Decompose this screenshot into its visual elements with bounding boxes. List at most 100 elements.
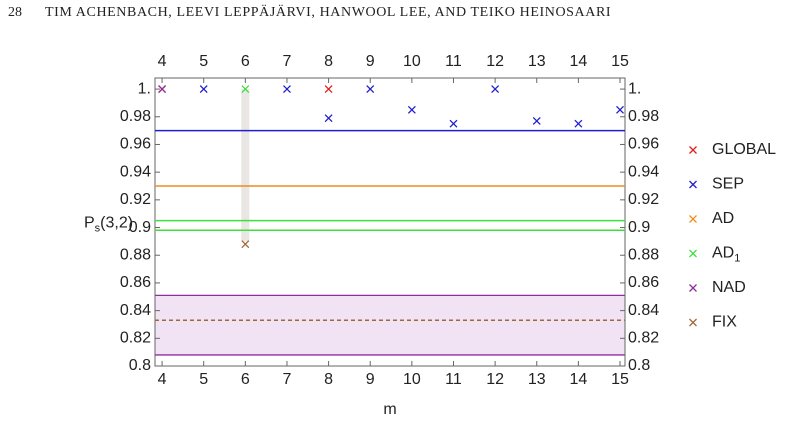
y-axis-label-part: s (95, 222, 101, 234)
legend-label: SEP (712, 176, 744, 193)
marker (491, 85, 500, 94)
marker-stroke (449, 119, 458, 128)
y-axis-label-part: (3,2) (100, 215, 133, 232)
marker-stroke (689, 284, 697, 292)
marker-stroke (324, 85, 333, 94)
marker (366, 85, 375, 94)
marker (241, 240, 250, 249)
y-tick-label: 0.98 (628, 108, 659, 125)
x-tick-label: 13 (528, 53, 546, 70)
x-tick-label: 8 (324, 371, 333, 388)
marker (283, 85, 291, 94)
y-tick-label: 0.86 (120, 274, 151, 291)
x-axis-label: m (383, 401, 396, 418)
x-tick-label: 7 (283, 371, 292, 388)
y-tick-label: 0.96 (628, 136, 659, 153)
legend-name: FIX (712, 314, 737, 331)
x-tick-label: 7 (283, 53, 292, 70)
y-tick-label: 1. (138, 80, 151, 97)
y-tick-label: 0.92 (120, 191, 151, 208)
y-tick-label: 0.98 (120, 108, 151, 125)
x-tick-label: 6 (241, 53, 250, 70)
marker (407, 105, 416, 114)
marker (616, 105, 624, 114)
y-tick-label: 0.84 (628, 302, 659, 319)
marker-stroke (689, 249, 697, 258)
legend-subscript: 1 (734, 252, 740, 264)
marker (241, 85, 250, 94)
x-tick-label: 8 (324, 53, 333, 70)
marker (324, 85, 333, 94)
range-bar (241, 89, 250, 242)
x-tick-label: 10 (403, 371, 421, 388)
y-tick-label: 0.96 (120, 136, 151, 153)
x-tick-label: 9 (366, 371, 375, 388)
band (155, 295, 625, 355)
y-tick-label: 0.82 (628, 330, 659, 347)
y-tick-label: 0.8 (628, 357, 650, 374)
marker (449, 119, 458, 128)
y-axis-label-part: P (84, 215, 95, 232)
x-tick-label: 6 (241, 371, 250, 388)
marker (689, 318, 697, 327)
y-tick-label: 0.94 (120, 163, 151, 180)
marker (689, 180, 697, 189)
marker (689, 215, 697, 223)
x-tick-label: 4 (158, 371, 167, 388)
x-tick-label: 14 (569, 53, 587, 70)
y-tick-label: 0.9 (628, 219, 650, 236)
marker-stroke (689, 215, 697, 223)
marker-stroke (158, 85, 167, 94)
legend-name: GLOBAL (712, 141, 776, 158)
marker-stroke (324, 114, 333, 123)
y-tick-label: 0.88 (120, 246, 151, 263)
legend-label: GLOBAL (712, 141, 776, 158)
legend-label: NAD (712, 279, 746, 296)
y-tick-label: 0.84 (120, 302, 151, 319)
legend-label: FIX (712, 314, 737, 331)
x-tick-label: 5 (199, 53, 208, 70)
page-number: 28 (8, 5, 22, 20)
marker-stroke (689, 180, 697, 189)
marker-stroke (491, 85, 500, 94)
y-tick-label: 1. (628, 80, 641, 97)
marker (532, 116, 541, 125)
x-tick-label: 9 (366, 53, 375, 70)
chart: 0.8 0.8 0.82 0.82 0.84 0.84 0.86 0.86 0.88 0.88 0.… (84, 53, 776, 418)
marker (199, 85, 208, 94)
legend-name: NAD (712, 279, 746, 296)
marker-stroke (199, 85, 208, 94)
marker (689, 284, 697, 292)
marker-stroke (241, 85, 250, 94)
y-tick-label: 0.94 (628, 163, 659, 180)
x-tick-label: 15 (611, 371, 629, 388)
y-tick-label: 0.8 (129, 357, 151, 374)
marker-stroke (616, 105, 624, 114)
plot-frame (154, 77, 626, 367)
marker-stroke (689, 146, 697, 154)
x-tick-label: 10 (403, 53, 421, 70)
legend-name: SEP (712, 176, 744, 193)
x-tick-label: 5 (199, 371, 208, 388)
x-tick-label: 11 (445, 371, 462, 388)
legend-name: AD (712, 210, 734, 227)
y-tick-label: 0.86 (628, 274, 659, 291)
x-tick-label: 12 (486, 371, 504, 388)
x-tick-label: 15 (611, 53, 629, 70)
legend-label: AD (712, 210, 734, 227)
legend-label: AD1 (712, 245, 740, 265)
marker-stroke (283, 85, 291, 94)
marker-stroke (366, 85, 375, 94)
marker (158, 85, 167, 94)
marker (574, 119, 583, 128)
marker-stroke (574, 119, 583, 128)
y-tick-label: 0.82 (120, 330, 151, 347)
y-tick-label: 0.92 (628, 191, 659, 208)
x-tick-label: 14 (569, 371, 587, 388)
marker (689, 146, 697, 154)
x-tick-label: 12 (486, 53, 504, 70)
marker-stroke (241, 240, 250, 249)
marker-stroke (689, 318, 697, 327)
y-tick-label: 0.9 (129, 219, 151, 236)
